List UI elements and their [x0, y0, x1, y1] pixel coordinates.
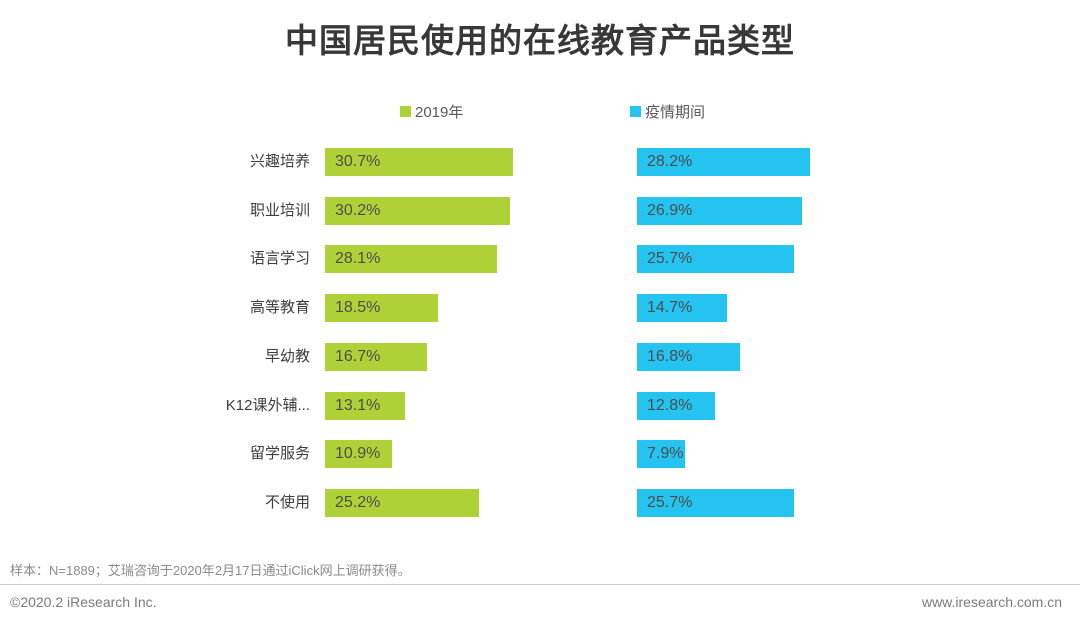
- bar-value-label: 28.1%: [335, 250, 381, 267]
- category-label: 语言学习: [249, 250, 310, 267]
- bar-value-label: 26.9%: [647, 202, 693, 219]
- bar-pandemic: 14.7%: [637, 294, 727, 322]
- bar-value-label: 10.9%: [335, 445, 381, 462]
- bar-value-label: 18.5%: [335, 299, 381, 316]
- bar-value-label: 30.7%: [335, 153, 381, 170]
- bar-value-label: 25.7%: [647, 250, 693, 267]
- category-label: 职业培训: [249, 202, 310, 219]
- bar-value-label: 25.2%: [335, 494, 381, 511]
- bar-pandemic: 7.9%: [637, 440, 685, 468]
- category-label: 高等教育: [249, 299, 310, 316]
- bar-2019: 18.5%: [325, 294, 438, 322]
- bar-value-label: 12.8%: [647, 397, 693, 414]
- legend-label-pandemic: 疫情期间: [645, 104, 706, 121]
- bar-pandemic: 25.7%: [637, 489, 794, 517]
- bar-pandemic: 12.8%: [637, 392, 715, 420]
- legend-swatch-2019: [400, 106, 411, 117]
- category-label: 不使用: [264, 494, 310, 511]
- copyright-text: ©2020.2 iResearch Inc.: [10, 594, 157, 610]
- bar-2019: 30.7%: [325, 148, 513, 176]
- footer-divider: [0, 584, 1080, 585]
- bar-2019: 28.1%: [325, 245, 497, 273]
- bar-pandemic: 25.7%: [637, 245, 794, 273]
- bar-2019: 10.9%: [325, 440, 392, 468]
- bar-value-label: 30.2%: [335, 202, 381, 219]
- bar-value-label: 25.7%: [647, 494, 693, 511]
- bar-2019: 13.1%: [325, 392, 405, 420]
- category-label: 早幼教: [264, 348, 310, 365]
- bar-value-label: 7.9%: [647, 445, 684, 462]
- bar-value-label: 16.8%: [647, 348, 693, 365]
- website-text: www.iresearch.com.cn: [921, 594, 1062, 610]
- bar-value-label: 16.7%: [335, 348, 381, 365]
- legend-item-pandemic: 疫情期间: [630, 101, 705, 122]
- legend-label-2019: 2019年: [415, 104, 464, 121]
- category-label: K12课外辅...: [225, 397, 310, 414]
- category-label: 留学服务: [249, 445, 310, 462]
- bar-2019: 25.2%: [325, 489, 479, 517]
- bar-pandemic: 26.9%: [637, 197, 802, 225]
- bar-2019: 16.7%: [325, 343, 427, 371]
- bar-value-label: 28.2%: [647, 153, 693, 170]
- bar-pandemic: 28.2%: [637, 148, 810, 176]
- category-label: 兴趣培养: [249, 153, 310, 170]
- legend-swatch-pandemic: [630, 106, 641, 117]
- legend-item-2019: 2019年: [400, 101, 463, 122]
- page-title: 中国居民使用的在线教育产品类型: [285, 22, 795, 59]
- sample-note: 样本：N=1889；艾瑞咨询于2020年2月17日通过iClick网上调研获得。: [10, 563, 411, 578]
- bar-2019: 30.2%: [325, 197, 510, 225]
- bar-pandemic: 16.8%: [637, 343, 740, 371]
- bar-value-label: 14.7%: [647, 299, 693, 316]
- bar-value-label: 13.1%: [335, 397, 381, 414]
